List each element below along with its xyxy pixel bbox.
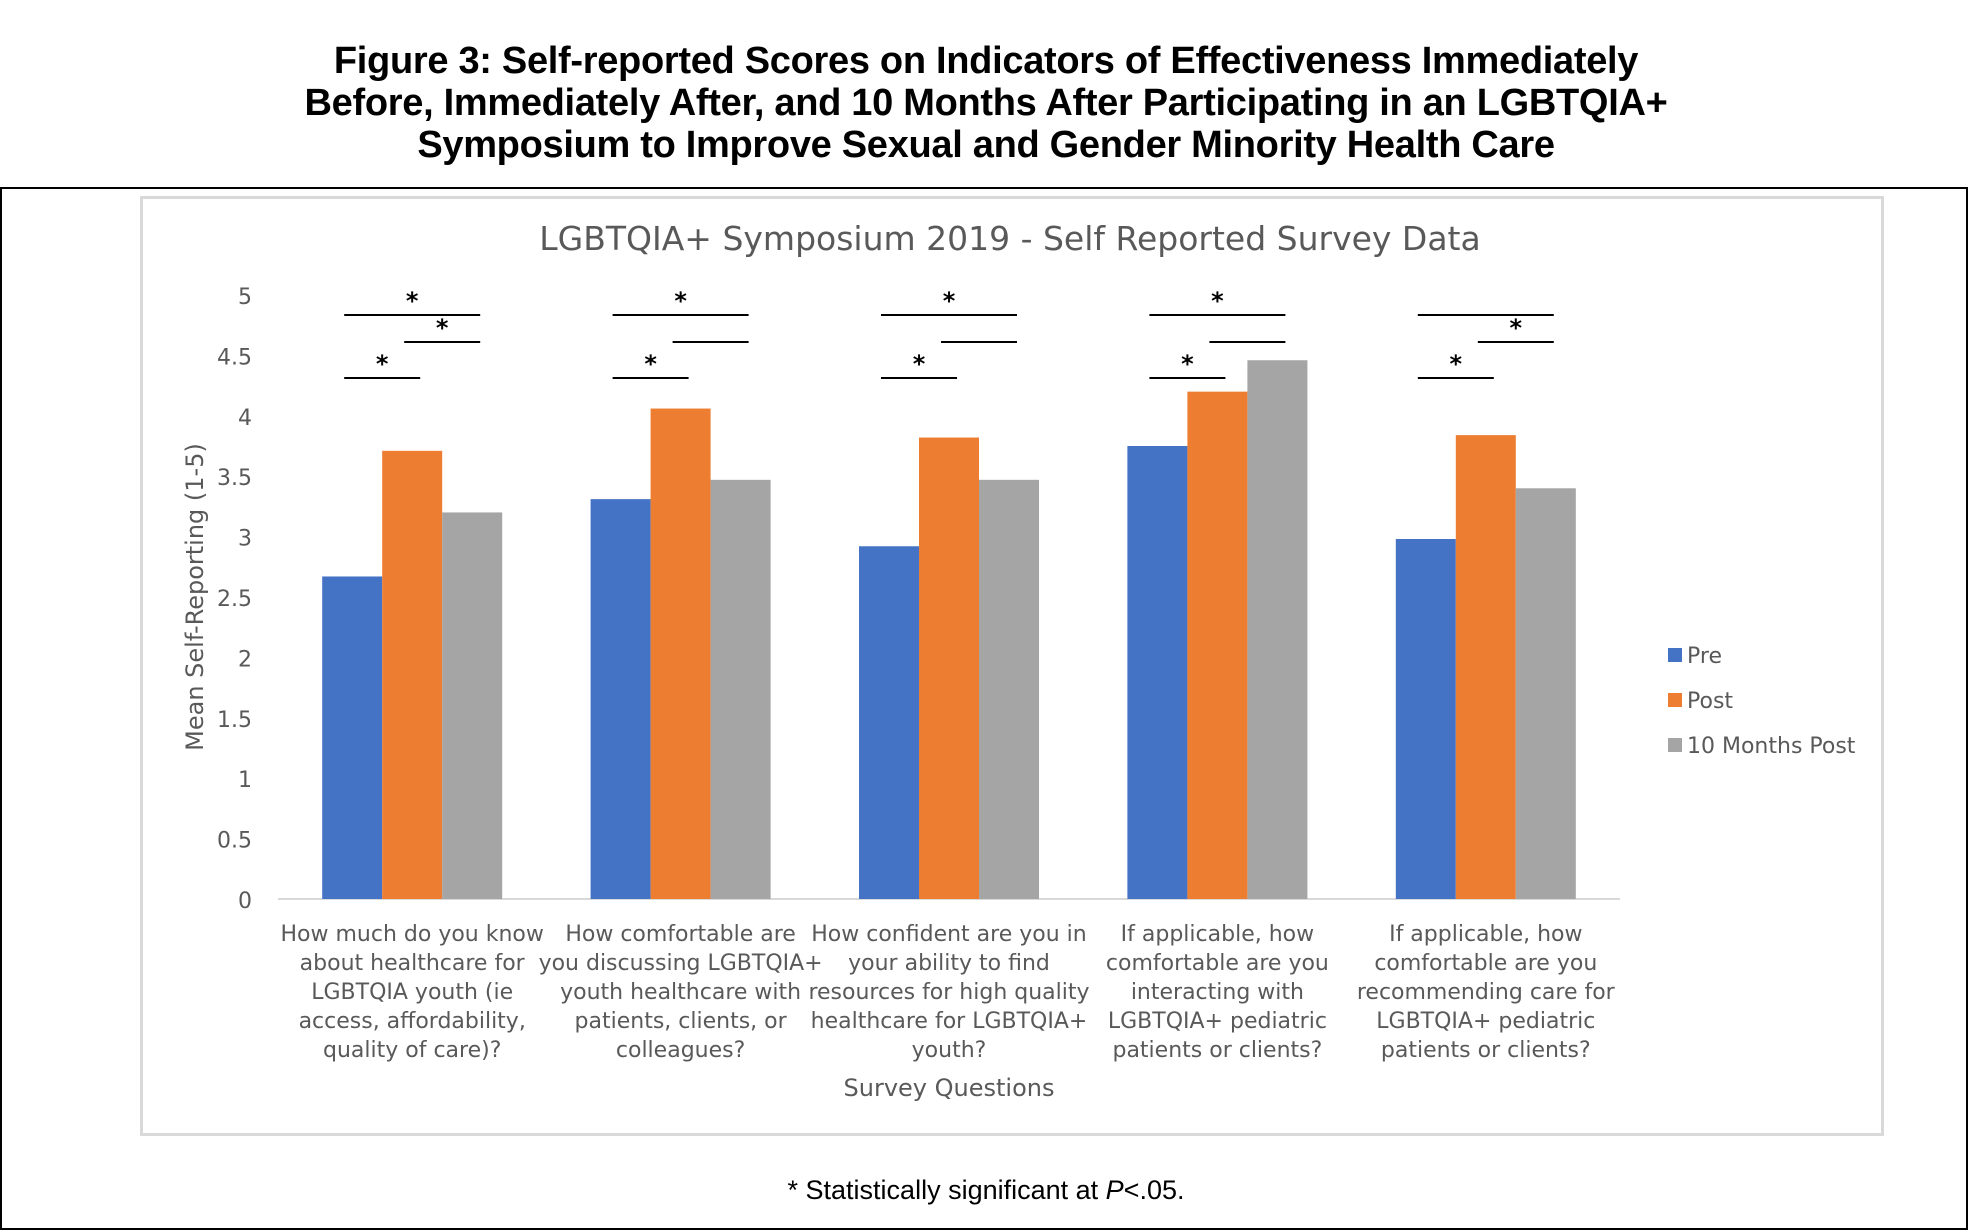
legend-label: 10 Months Post [1687, 734, 1856, 759]
bar [650, 408, 711, 899]
x-tick-label: If applicable, how [1389, 922, 1582, 947]
figure-title: Figure 3: Self-reported Scores on Indica… [0, 40, 1972, 166]
significance-star: * [1510, 314, 1523, 342]
bar [1187, 391, 1248, 899]
x-tick-label: LGBTQIA+ pediatric [1376, 1009, 1595, 1034]
y-tick-label: 0 [238, 889, 252, 914]
y-tick-label: 2 [238, 647, 252, 672]
significance-star: * [1450, 350, 1463, 378]
x-tick-label: LGBTQIA+ pediatric [1108, 1009, 1327, 1034]
significance-star: * [913, 350, 926, 378]
footnote-p: P [1105, 1175, 1124, 1205]
bar [442, 512, 503, 899]
legend-label: Pre [1687, 644, 1722, 669]
x-tick-label: colleagues? [616, 1038, 745, 1063]
figure-frame [0, 187, 1968, 1230]
footnote-suffix: <.05. [1123, 1175, 1185, 1205]
x-tick-label: quality of care)? [323, 1038, 501, 1063]
y-tick-label: 4 [238, 406, 252, 431]
bar [322, 576, 383, 899]
significance-star: * [943, 287, 956, 315]
x-tick-label: How comfortable are [565, 922, 796, 947]
footnote-prefix: * Statistically significant at [787, 1175, 1106, 1205]
legend-swatch [1668, 738, 1682, 752]
x-tick-label: youth? [912, 1038, 987, 1063]
bar [1395, 539, 1456, 899]
x-tick-label: interacting with [1131, 980, 1304, 1005]
bar [859, 546, 919, 899]
figure-title-line: Before, Immediately After, and 10 Months… [304, 82, 1668, 124]
bar [1127, 446, 1188, 899]
figure-title-line: Figure 3: Self-reported Scores on Indica… [333, 40, 1639, 82]
x-tick-label: healthcare for LGBTQIA+ [811, 1009, 1088, 1034]
significance-star: * [644, 350, 657, 378]
y-axis-label: Mean Self-Reporting (1-5) [181, 443, 209, 751]
legend-swatch [1668, 693, 1682, 707]
y-tick-label: 0.5 [217, 829, 252, 854]
significance-star: * [1211, 287, 1224, 315]
y-tick-label: 3.5 [217, 466, 252, 491]
y-tick-label: 4.5 [217, 345, 252, 370]
x-tick-label: patients or clients? [1112, 1038, 1322, 1063]
bar [1247, 360, 1308, 899]
significance-star: * [674, 287, 687, 315]
x-tick-label: How much do you know [281, 922, 544, 947]
figure-title-line: Symposium to Improve Sexual and Gender M… [417, 124, 1555, 166]
y-tick-label: 2.5 [217, 587, 252, 612]
legend-label: Post [1687, 689, 1733, 714]
x-tick-label: comfortable are you [1106, 951, 1329, 976]
bar [1515, 488, 1576, 899]
x-tick-label: about healthcare for [300, 951, 526, 976]
significance-star: * [406, 287, 419, 315]
x-tick-label: patients, clients, or [575, 1009, 788, 1034]
x-tick-label: youth healthcare with [560, 980, 801, 1005]
bar [919, 437, 979, 899]
x-tick-label: How confident are you in [811, 922, 1086, 947]
significance-star: * [1181, 350, 1194, 378]
x-tick-label: If applicable, how [1121, 922, 1314, 947]
legend-swatch [1668, 648, 1682, 662]
bar [382, 450, 443, 899]
y-tick-label: 1 [238, 768, 252, 793]
y-tick-label: 3 [238, 527, 252, 552]
x-tick-label: you discussing LGBTQIA+ [539, 951, 823, 976]
x-tick-label: your ability to find [848, 951, 1050, 976]
footnote: * Statistically significant at P<.05. [0, 1175, 1972, 1206]
x-tick-label: access, affordability, [299, 1009, 526, 1034]
bar [1455, 435, 1516, 899]
y-tick-label: 5 [238, 285, 252, 310]
y-tick-label: 1.5 [217, 708, 252, 733]
x-tick-label: resources for high quality [808, 980, 1089, 1005]
significance-star: * [436, 314, 449, 342]
x-tick-label: LGBTQIA youth (ie [311, 980, 513, 1005]
x-tick-label: recommending care for [1357, 980, 1616, 1005]
bar [979, 479, 1039, 899]
x-tick-label: patients or clients? [1381, 1038, 1591, 1063]
x-axis-label: Survey Questions [844, 1074, 1055, 1102]
bar [710, 479, 771, 899]
chart-title: LGBTQIA+ Symposium 2019 - Self Reported … [539, 219, 1480, 258]
x-tick-label: comfortable are you [1374, 951, 1597, 976]
significance-star: * [376, 350, 389, 378]
bar [590, 499, 651, 899]
